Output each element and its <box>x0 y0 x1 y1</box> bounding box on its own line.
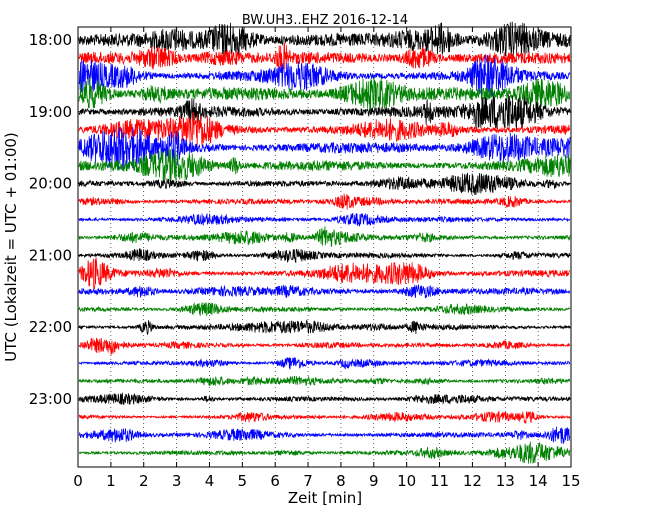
seismic-trace <box>78 54 571 97</box>
y-tick-label: 20:00 <box>29 175 72 193</box>
y-tick-label: 23:00 <box>29 390 72 408</box>
x-tick-label: 8 <box>336 472 346 490</box>
seismic-trace <box>78 410 571 425</box>
x-axis-label: Zeit [min] <box>288 489 362 507</box>
x-tick-label: 4 <box>205 472 215 490</box>
plot-frame <box>77 26 572 468</box>
x-axis: 0 1 2 3 4 5 6 7 8 9 10 11 12 13 14 15 <box>73 27 581 490</box>
seismic-trace <box>78 356 571 370</box>
y-tick-label: 21:00 <box>29 246 72 264</box>
x-tick-label: 2 <box>139 472 149 490</box>
seismic-trace <box>78 375 570 387</box>
seismic-trace <box>78 148 571 182</box>
y-tick-label: 22:00 <box>29 318 72 336</box>
seismic-trace <box>78 337 570 355</box>
seismic-trace <box>78 94 571 131</box>
x-tick-label: 15 <box>561 472 580 490</box>
x-tick-label: 0 <box>73 472 83 490</box>
seismic-trace <box>78 284 571 299</box>
x-tick-label: 3 <box>172 472 182 490</box>
x-tick-label: 12 <box>463 472 482 490</box>
x-tick-label: 13 <box>496 472 515 490</box>
seismic-trace <box>78 302 571 317</box>
seismic-trace <box>78 21 571 58</box>
y-axis: 18:00 19:00 20:00 21:00 22:00 23:00 <box>29 31 571 408</box>
seismic-trace <box>78 193 571 210</box>
seismic-trace <box>78 76 571 112</box>
y-axis-label: UTC (Lokalzeit = UTC + 01:00) <box>2 132 20 362</box>
seismic-trace <box>78 441 571 465</box>
seismic-trace <box>78 172 571 196</box>
seismic-trace <box>78 426 571 445</box>
seismic-trace <box>78 212 571 227</box>
x-tick-label: 6 <box>270 472 280 490</box>
chart-title: BW.UH3..EHZ 2016-12-14 <box>242 13 408 28</box>
grid-lines <box>110 27 539 467</box>
y-tick-label: 19:00 <box>29 103 72 121</box>
x-tick-label: 5 <box>238 472 248 490</box>
y-tick-label: 18:00 <box>29 31 72 49</box>
x-tick-label: 14 <box>529 472 548 490</box>
x-tick-label: 9 <box>369 472 379 490</box>
x-tick-label: 11 <box>430 472 449 490</box>
traces-group <box>78 21 571 465</box>
seismic-trace <box>78 226 571 247</box>
x-tick-label: 1 <box>106 472 116 490</box>
seismic-trace <box>78 319 571 336</box>
seismic-trace <box>78 391 571 405</box>
seismic-trace <box>78 248 571 264</box>
seismic-trace <box>78 111 571 147</box>
x-tick-label: 10 <box>397 472 416 490</box>
x-tick-label: 7 <box>303 472 313 490</box>
seismic-trace <box>78 127 571 171</box>
seismic-trace <box>78 257 570 290</box>
